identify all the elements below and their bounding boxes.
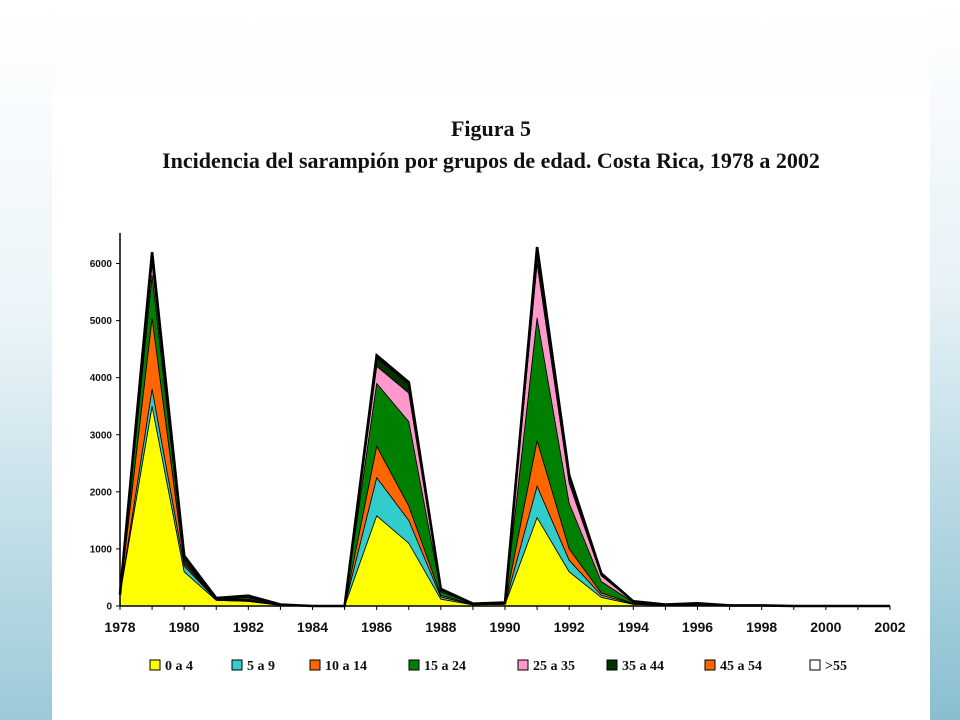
x-tick-label: 1990 — [489, 619, 520, 635]
slide-panel: Figura 5 Incidencia del sarampión por gr… — [52, 90, 930, 720]
x-tick-label: 1996 — [682, 619, 713, 635]
area-series-7 — [119, 248, 890, 607]
legend-swatch — [606, 659, 618, 671]
legend-label: 5 a 9 — [247, 659, 275, 674]
left-decorative-band — [0, 0, 52, 720]
chart-axes: 0 1000 2000 3000 4000 5000 6000 1978 1980 1982 198… — [90, 233, 906, 635]
y-tick-label: 4000 — [90, 373, 113, 384]
x-tick-label: 1982 — [233, 619, 264, 635]
legend-swatch — [809, 659, 821, 671]
y-tick-label: 6000 — [90, 259, 113, 270]
area-series-8 — [119, 246, 890, 607]
chart-title: Figura 5 — [450, 116, 532, 141]
legend-swatch — [149, 659, 161, 671]
legend-swatch — [408, 659, 420, 671]
legend-label: >55 — [825, 659, 847, 674]
legend-label: 35 a 44 — [622, 659, 664, 674]
x-tick-label: 1994 — [618, 619, 649, 635]
area-series-4 — [119, 274, 890, 607]
x-tick-label: 1986 — [361, 619, 392, 635]
right-decorative-band — [930, 0, 960, 720]
x-tick-label: 1992 — [554, 619, 585, 635]
chart-legend: 0 a 4 5 a 9 10 a 14 15 a 24 25 a 35 35 a 44 45… — [149, 659, 847, 674]
legend-label: 0 a 4 — [165, 659, 193, 674]
x-tick-label: 1980 — [169, 619, 200, 635]
x-tick-label: 2000 — [810, 619, 841, 635]
y-tick-label: 2000 — [90, 487, 113, 498]
area-series-1 — [119, 406, 890, 607]
x-tick-label: 1998 — [746, 619, 777, 635]
series-areas — [118, 246, 890, 608]
stack-total-outline — [118, 246, 890, 608]
x-tick-label: 1978 — [104, 619, 135, 635]
area-series-2 — [119, 389, 890, 607]
x-tick-label: 1988 — [425, 619, 456, 635]
y-tick-label: 3000 — [90, 430, 113, 441]
x-tick-label: 2002 — [874, 619, 905, 635]
stacked-area-chart: 0 1000 2000 3000 4000 5000 6000 1978 1980 1982 198… — [90, 233, 906, 674]
area-series-5 — [119, 263, 890, 607]
legend-swatch — [517, 659, 529, 671]
legend-swatch — [309, 659, 321, 671]
legend-swatch — [231, 659, 243, 671]
area-series-6 — [119, 249, 890, 607]
y-tick-label: 0 — [106, 602, 112, 613]
legend-label: 10 a 14 — [325, 659, 367, 674]
legend-swatch — [704, 659, 716, 671]
legend-label: 15 a 24 — [424, 659, 466, 674]
x-tick-label: 1984 — [297, 619, 328, 635]
legend-label: 45 a 54 — [720, 659, 762, 674]
legend-label: 25 a 35 — [533, 659, 575, 674]
y-tick-label: 5000 — [90, 316, 113, 327]
chart-subtitle: Incidencia del sarampión por grupos de e… — [162, 148, 820, 173]
y-tick-label: 1000 — [90, 544, 113, 555]
area-series-3 — [119, 317, 890, 607]
